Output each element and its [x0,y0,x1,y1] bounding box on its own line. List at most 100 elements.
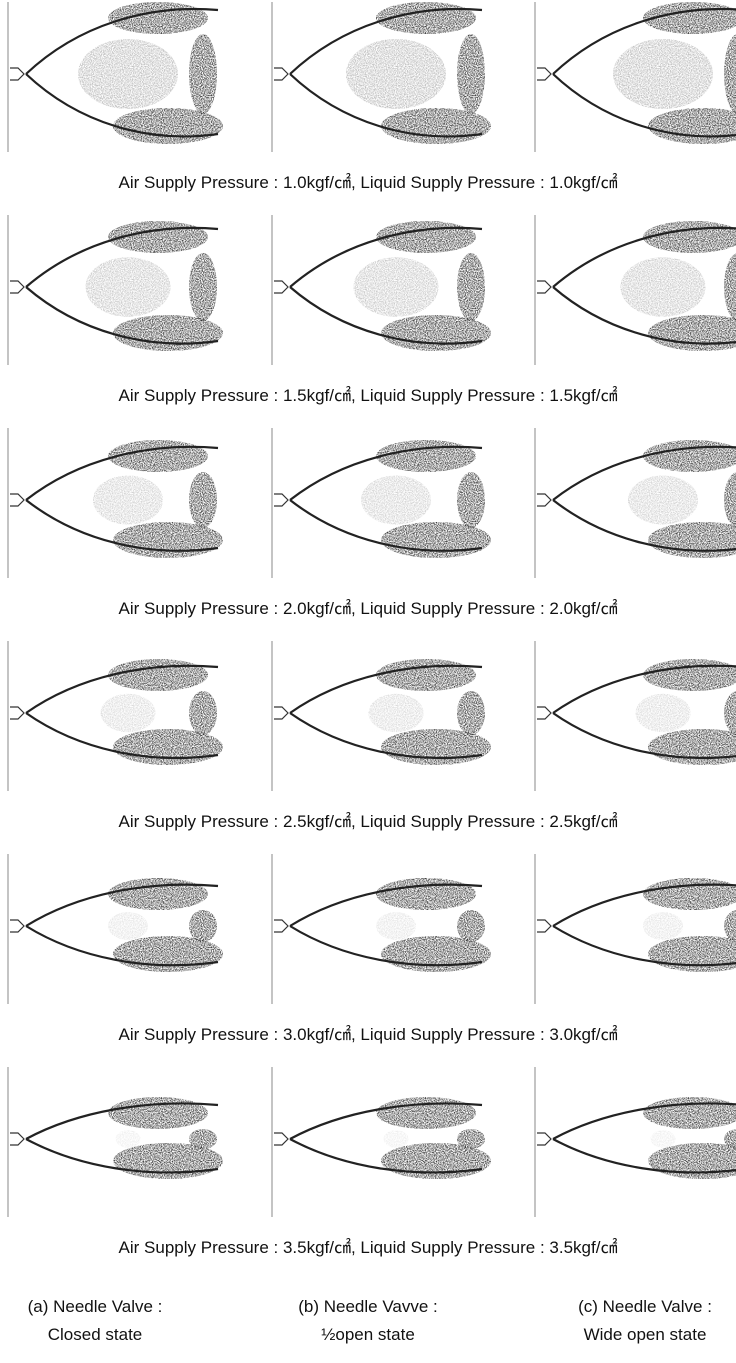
spray-image [535,1067,736,1217]
spray-cloud [648,1143,736,1179]
spray-cloud [93,476,163,525]
caption: Air Supply Pressure : 2.5kgf/㎠, Liquid S… [119,812,618,831]
figure: Air Supply Pressure : 1.0kgf/㎠, Liquid S… [0,0,736,1363]
spray-cloud [621,257,706,317]
nozzle [537,920,551,932]
nozzle [537,707,551,719]
spray-cloud [457,34,485,114]
spray-cloud [648,315,736,351]
spray-cloud [643,440,736,472]
spray-cloud [189,691,217,735]
nozzle [537,494,551,506]
nozzle [10,68,24,80]
nozzle [274,68,288,80]
spray-image [535,641,736,791]
spray-cloud [724,34,736,114]
spray-image [8,428,223,578]
spray-image [8,641,223,791]
spray-cloud [113,522,223,558]
nozzle [10,707,24,719]
nozzle [537,1133,551,1145]
spray-cloud [369,694,424,733]
spray-image [535,215,736,365]
spray-image [272,641,491,791]
spray-cloud [457,472,485,528]
spray-cloud [108,878,208,910]
spray-image [8,854,223,1004]
spray-cloud [381,315,491,351]
nozzle [10,494,24,506]
nozzle [10,1133,24,1145]
spray-cloud [189,1129,217,1149]
column-label: (c) Needle Valve : [578,1297,712,1316]
spray-image [8,215,223,365]
spray-cloud [376,1097,476,1129]
spray-cloud [457,691,485,735]
spray-cloud [376,221,476,253]
column-label: (b) Needle Vavve : [298,1297,438,1316]
spray-cloud [354,257,439,317]
spray-cloud [189,34,217,114]
spray-cloud [108,659,208,691]
spray-image [8,1067,223,1217]
spray-cloud [457,253,485,321]
spray-cloud [189,910,217,942]
spray-cloud [108,2,208,34]
spray-cloud [78,39,178,109]
spray-cloud [361,476,431,525]
spray-cloud [346,39,446,109]
spray-cloud [381,522,491,558]
spray-cloud [643,1097,736,1129]
caption: Air Supply Pressure : 2.0kgf/㎠, Liquid S… [119,599,618,618]
spray-cloud [648,108,736,144]
spray-cloud [643,912,683,940]
spray-cloud [724,691,736,735]
spray-cloud [643,2,736,34]
spray-cloud [724,472,736,528]
spray-cloud [457,910,485,942]
spray-cloud [108,221,208,253]
nozzle [537,68,551,80]
spray-image [535,2,736,152]
spray-image [272,428,491,578]
spray-cloud [376,440,476,472]
spray-cloud [376,912,416,940]
spray-cloud [86,257,171,317]
spray-cloud [643,221,736,253]
spray-image [272,854,491,1004]
spray-cloud [648,936,736,972]
spray-image [535,854,736,1004]
spray-cloud [643,659,736,691]
caption: Air Supply Pressure : 3.5kgf/㎠, Liquid S… [119,1238,618,1257]
caption: Air Supply Pressure : 3.0kgf/㎠, Liquid S… [119,1025,618,1044]
nozzle [274,281,288,293]
caption: Air Supply Pressure : 1.0kgf/㎠, Liquid S… [119,173,618,192]
spray-cloud [113,729,223,765]
spray-cloud [113,315,223,351]
spray-cloud [628,476,698,525]
spray-image [8,2,223,152]
nozzle [537,281,551,293]
spray-cloud [376,2,476,34]
spray-cloud [189,472,217,528]
spray-cloud [376,659,476,691]
nozzle [274,707,288,719]
spray-image [272,2,491,152]
spray-cloud [724,253,736,321]
spray-image [535,428,736,578]
spray-cloud [613,39,713,109]
spray-cloud [108,912,148,940]
spray-cloud [376,878,476,910]
nozzle [10,920,24,932]
column-state: Wide open state [584,1325,707,1344]
spray-cloud [643,878,736,910]
spray-cloud [384,1130,409,1148]
spray-cloud [381,729,491,765]
spray-cloud [108,1097,208,1129]
spray-cloud [651,1130,676,1148]
spray-cloud [101,694,156,733]
spray-image [272,215,491,365]
spray-cloud [636,694,691,733]
spray-cloud [457,1129,485,1149]
column-label: (a) Needle Valve : [28,1297,163,1316]
